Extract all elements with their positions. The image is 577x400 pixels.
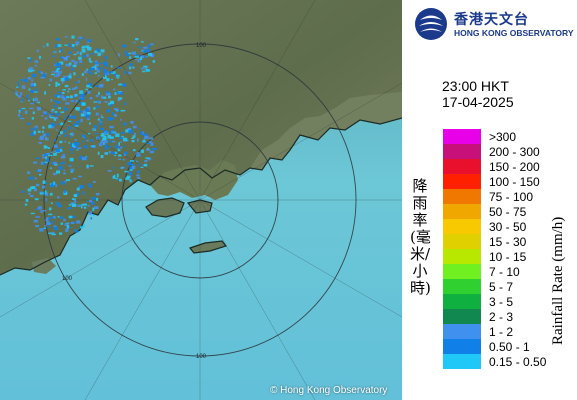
legend-row: 5 - 7 bbox=[443, 279, 573, 294]
legend-swatch bbox=[443, 339, 481, 354]
legend-swatch bbox=[443, 309, 481, 324]
legend-row: 0.15 - 0.50 bbox=[443, 354, 573, 369]
radar-map: 100 100 100 © Hong Kong Observatory bbox=[0, 0, 402, 400]
legend-swatch bbox=[443, 129, 481, 144]
legend-row: 50 - 75 bbox=[443, 204, 573, 219]
legend-swatch bbox=[443, 234, 481, 249]
legend-title-english: Rainfall Rate (mm/h) bbox=[550, 216, 566, 345]
legend-row: 75 - 100 bbox=[443, 189, 573, 204]
legend-label: 15 - 30 bbox=[489, 235, 527, 249]
legend-swatch bbox=[443, 219, 481, 234]
legend-swatch bbox=[443, 189, 481, 204]
copyright-text: © Hong Kong Observatory bbox=[270, 385, 388, 396]
legend-row: 30 - 50 bbox=[443, 219, 573, 234]
legend-row: 1 - 2 bbox=[443, 324, 573, 339]
legend-label: 30 - 50 bbox=[489, 220, 527, 234]
observatory-logo: 香港天文台 HONG KONG OBSERVATORY bbox=[414, 7, 574, 41]
legend-swatch bbox=[443, 324, 481, 339]
observation-time: 23:00 HKT bbox=[442, 78, 509, 94]
legend-row: 10 - 15 bbox=[443, 249, 573, 264]
legend-label: 200 - 300 bbox=[489, 145, 540, 159]
legend-label: 0.15 - 0.50 bbox=[489, 355, 547, 369]
peninsula-area bbox=[150, 160, 238, 200]
legend-swatch bbox=[443, 279, 481, 294]
legend-swatch bbox=[443, 159, 481, 174]
legend-label: 150 - 200 bbox=[489, 160, 540, 174]
legend-swatch bbox=[443, 264, 481, 279]
legend-label: 75 - 100 bbox=[489, 190, 534, 204]
island-lantau bbox=[146, 198, 184, 217]
legend-swatch bbox=[443, 294, 481, 309]
legend-label: >300 bbox=[489, 130, 517, 144]
legend-label: 50 - 75 bbox=[489, 205, 527, 219]
observation-date: 17-04-2025 bbox=[442, 94, 514, 110]
range-ring-label-north: 100 bbox=[196, 43, 207, 49]
coastline bbox=[0, 117, 402, 276]
legend-row: 100 - 150 bbox=[443, 174, 573, 189]
legend-row: 2 - 3 bbox=[443, 309, 573, 324]
range-ring-outer bbox=[43, 43, 357, 357]
range-ring-inner bbox=[121, 121, 279, 279]
range-ring-group bbox=[43, 43, 357, 357]
island-chain bbox=[190, 241, 226, 253]
legend-row: >300 bbox=[443, 129, 573, 144]
legend-row: 3 - 5 bbox=[443, 294, 573, 309]
radar-map-canvas: 100 100 100 bbox=[0, 0, 402, 400]
eastern-coast bbox=[250, 92, 402, 170]
rainfall-legend: >300 200 - 300 150 - 200 100 - 150 75 - 100 5… bbox=[443, 129, 573, 369]
legend-row: 15 - 30 bbox=[443, 234, 573, 249]
legend-swatch bbox=[443, 174, 481, 189]
logo-chinese-text: 香港天文台 bbox=[454, 12, 529, 28]
legend-label: 1 - 2 bbox=[489, 325, 514, 339]
legend-swatch bbox=[443, 204, 481, 219]
legend-swatch bbox=[443, 144, 481, 159]
radial-lines bbox=[0, 0, 402, 400]
legend-swatch bbox=[443, 354, 481, 369]
legend-row: 200 - 300 bbox=[443, 144, 573, 159]
logo-english-text: HONG KONG OBSERVATORY bbox=[454, 28, 574, 38]
range-ring-label-south: 100 bbox=[196, 354, 207, 360]
side-panel: 香港天文台 HONG KONG OBSERVATORY 23:00 HKT 17… bbox=[402, 0, 577, 400]
rain-echo-area bbox=[15, 35, 157, 236]
legend-label: 100 - 150 bbox=[489, 175, 540, 189]
range-ring-labels: 100 100 100 bbox=[62, 43, 207, 360]
legend-row: 0.50 - 1 bbox=[443, 339, 573, 354]
legend-label: 5 - 7 bbox=[489, 280, 514, 294]
observatory-emblem-icon bbox=[415, 8, 447, 40]
legend-row: 7 - 10 bbox=[443, 264, 573, 279]
legend-row: 150 - 200 bbox=[443, 159, 573, 174]
legend-label: 3 - 5 bbox=[489, 295, 514, 309]
legend-swatch bbox=[443, 249, 481, 264]
legend-label: 0.50 - 1 bbox=[489, 340, 530, 354]
range-ring-label-west: 100 bbox=[62, 276, 73, 282]
legend-label: 2 - 3 bbox=[489, 310, 514, 324]
legend-label: 10 - 15 bbox=[489, 250, 527, 264]
legend-title-chinese: 降雨率(毫米/小時) bbox=[410, 177, 431, 297]
island-west bbox=[32, 258, 56, 274]
legend-label: 7 - 10 bbox=[489, 265, 520, 279]
